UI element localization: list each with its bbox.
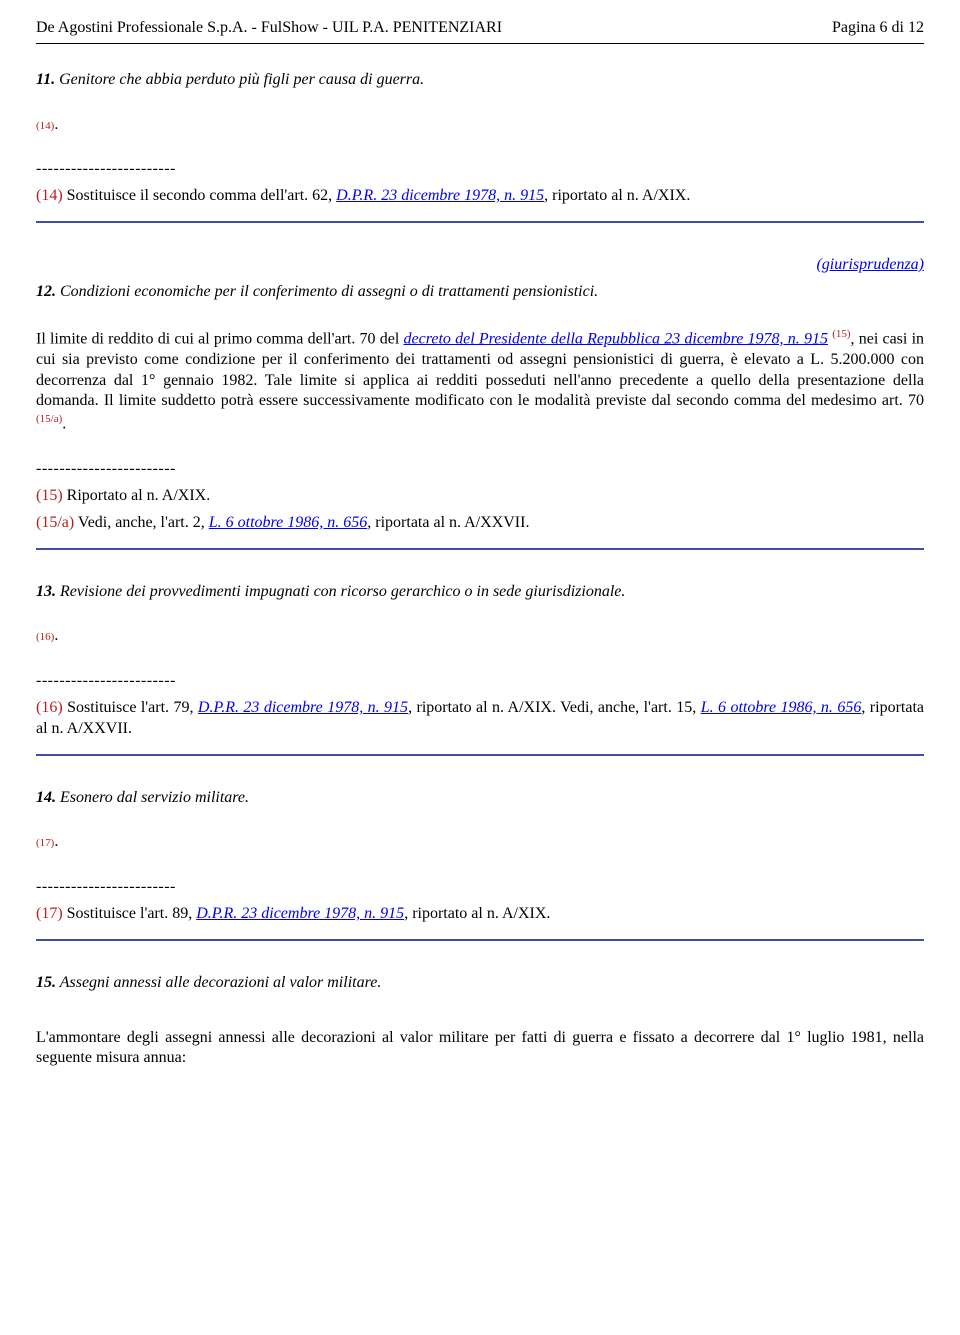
section-14-footnote-ref: (17). — [36, 832, 924, 853]
note-16-text-b: , riportato al n. A/XIX. Vedi, anche, l'… — [408, 699, 701, 716]
document-page: De Agostini Professionale S.p.A. - FulSh… — [0, 0, 960, 1093]
page-header: De Agostini Professionale S.p.A. - FulSh… — [36, 18, 924, 39]
note-16-link1[interactable]: D.P.R. 23 dicembre 1978, n. 915 — [198, 699, 408, 716]
divider-1 — [36, 221, 924, 223]
section-12-body: Il limite di reddito di cui al primo com… — [36, 327, 924, 436]
ref-17-dot: . — [54, 833, 58, 850]
section-11-number: 11. — [36, 71, 55, 88]
note-14: (14) Sostituisce il secondo comma dell'a… — [36, 186, 924, 207]
section-15-heading: 15. Assegni annessi alle decorazioni al … — [36, 973, 924, 994]
header-rule — [36, 43, 924, 44]
header-title-right: Pagina 6 di 12 — [832, 18, 924, 39]
section-13-footnote-ref: (16). — [36, 626, 924, 647]
note-14-label[interactable]: (14) — [36, 187, 63, 204]
note-16-link2[interactable]: L. 6 ottobre 1986, n. 656 — [701, 699, 862, 716]
section-12-text-d: . — [62, 415, 66, 432]
note-17-text-b: , riportato al n. A/XIX. — [404, 905, 550, 922]
note-17-link[interactable]: D.P.R. 23 dicembre 1978, n. 915 — [196, 905, 404, 922]
note-15a-text-a: Vedi, anche, l'art. 2, — [74, 514, 209, 531]
section-14-number: 14. — [36, 789, 56, 806]
section-12-number: 12. — [36, 283, 56, 300]
section-12-title: Condizioni economiche per il conferiment… — [56, 283, 598, 300]
ref-14[interactable]: (14) — [36, 120, 54, 132]
section-12-heading: 12. Condizioni economiche per il conferi… — [36, 282, 924, 303]
ref-16[interactable]: (16) — [36, 631, 54, 643]
section-14-heading: 14. Esonero dal servizio militare. — [36, 788, 924, 809]
note-14-link[interactable]: D.P.R. 23 dicembre 1978, n. 915 — [336, 187, 544, 204]
note-15a-text-b: , riportata al n. A/XXVII. — [367, 514, 529, 531]
ref-15a-sup[interactable]: (15/a) — [36, 413, 62, 425]
giurisprudenza-link-1[interactable]: (giurisprudenza) — [36, 255, 924, 276]
section-15-number: 15. — [36, 974, 56, 991]
note-15: (15) Riportato al n. A/XIX. — [36, 486, 924, 507]
divider-2 — [36, 548, 924, 550]
note-17: (17) Sostituisce l'art. 89, D.P.R. 23 di… — [36, 904, 924, 925]
separator-dashes-3: ------------------------ — [36, 671, 924, 692]
note-14-text-b: , riportato al n. A/XIX. — [544, 187, 690, 204]
section-12-link-915[interactable]: decreto del Presidente della Repubblica … — [404, 330, 828, 347]
note-17-label[interactable]: (17) — [36, 905, 63, 922]
section-11-heading: 11. Genitore che abbia perduto più figli… — [36, 70, 924, 91]
divider-3 — [36, 754, 924, 756]
section-13-number: 13. — [36, 583, 56, 600]
note-15a-link[interactable]: L. 6 ottobre 1986, n. 656 — [209, 514, 368, 531]
section-11-title: Genitore che abbia perduto più figli per… — [55, 71, 424, 88]
ref-17[interactable]: (17) — [36, 837, 54, 849]
separator-dashes-2: ------------------------ — [36, 459, 924, 480]
section-13-heading: 13. Revisione dei provvedimenti impugnat… — [36, 582, 924, 603]
note-15a: (15/a) Vedi, anche, l'art. 2, L. 6 ottob… — [36, 513, 924, 534]
divider-4 — [36, 939, 924, 941]
note-16: (16) Sostituisce l'art. 79, D.P.R. 23 di… — [36, 698, 924, 740]
section-15-title: Assegni annessi alle decorazioni al valo… — [56, 974, 381, 991]
ref-16-dot: . — [54, 627, 58, 644]
note-17-text-a: Sostituisce l'art. 89, — [63, 905, 197, 922]
section-13-title: Revisione dei provvedimenti impugnati co… — [56, 583, 625, 600]
section-12-text-a: Il limite di reddito di cui al primo com… — [36, 330, 404, 347]
ref-14-dot: . — [54, 116, 58, 133]
header-title-left: De Agostini Professionale S.p.A. - FulSh… — [36, 18, 502, 39]
note-14-text-a: Sostituisce il secondo comma dell'art. 6… — [63, 187, 337, 204]
ref-15-sup[interactable]: (15) — [832, 328, 850, 340]
note-15a-label[interactable]: (15/a) — [36, 514, 74, 531]
note-16-label[interactable]: (16) — [36, 699, 63, 716]
section-15-body: L'ammontare degli assegni annessi alle d… — [36, 1028, 924, 1070]
note-15-text: Riportato al n. A/XIX. — [63, 487, 211, 504]
note-16-text-a: Sostituisce l'art. 79, — [63, 699, 198, 716]
separator-dashes-4: ------------------------ — [36, 877, 924, 898]
section-11-footnote-ref: (14). — [36, 115, 924, 136]
section-14-title: Esonero dal servizio militare. — [56, 789, 249, 806]
note-15-label[interactable]: (15) — [36, 487, 63, 504]
separator-dashes-1: ------------------------ — [36, 159, 924, 180]
